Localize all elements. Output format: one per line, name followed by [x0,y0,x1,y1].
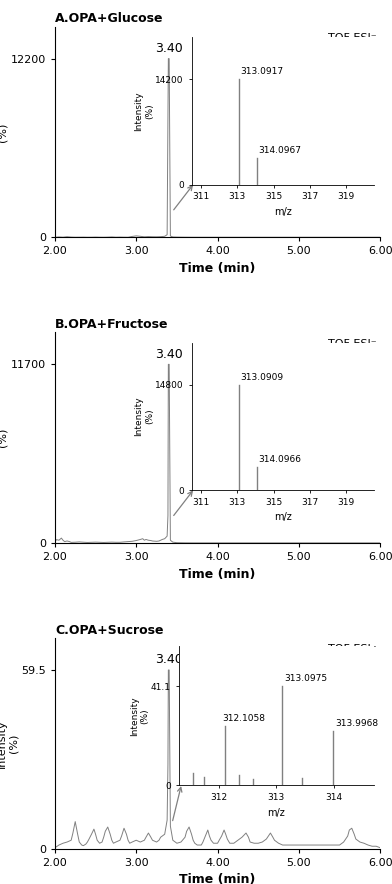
Text: TOF ESI⁻: TOF ESI⁻ [328,33,377,42]
Text: 3.40: 3.40 [155,653,183,667]
Text: TOF ESI⁻: TOF ESI⁻ [328,339,377,348]
Text: 3.40: 3.40 [155,347,183,361]
Text: A.OPA+Glucose: A.OPA+Glucose [55,12,163,26]
X-axis label: Time (min): Time (min) [180,873,256,884]
X-axis label: Time (min): Time (min) [180,262,256,275]
Y-axis label: Intensity
(%): Intensity (%) [0,413,8,462]
Y-axis label: Intensity
(%): Intensity (%) [0,719,18,767]
Text: C.OPA+Sucrose: C.OPA+Sucrose [55,624,163,636]
X-axis label: Time (min): Time (min) [180,568,256,581]
Text: 3.40: 3.40 [155,42,183,55]
Text: TOF ESI⁻: TOF ESI⁻ [328,644,377,654]
Y-axis label: Intensity
(%): Intensity (%) [0,108,8,156]
Text: B.OPA+Fructose: B.OPA+Fructose [55,318,169,331]
